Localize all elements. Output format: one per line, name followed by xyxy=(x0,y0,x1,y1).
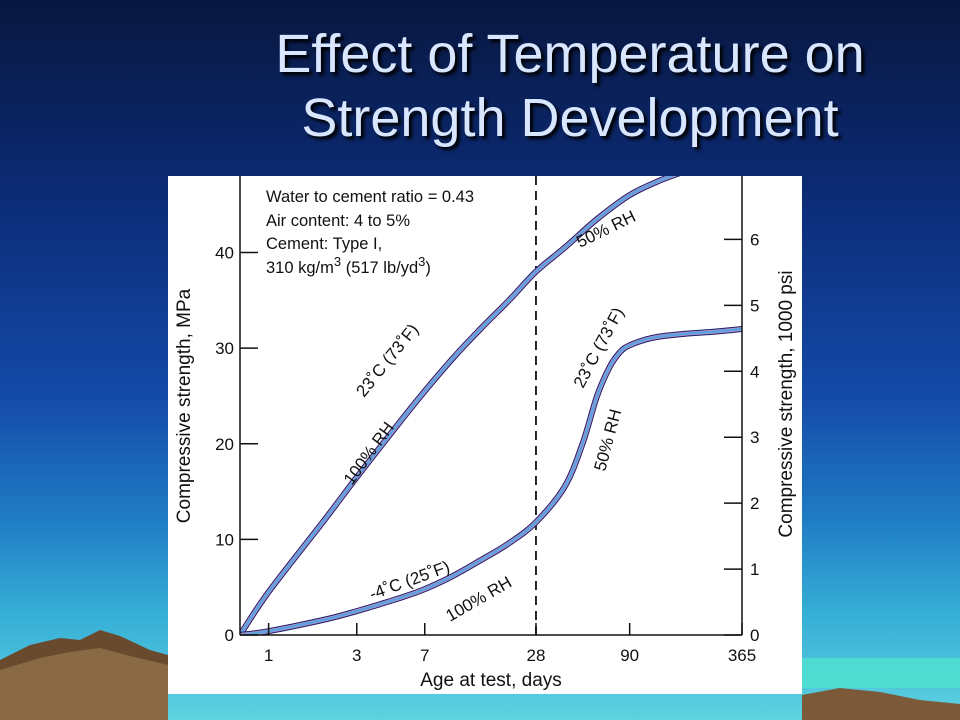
mountain-shape xyxy=(802,688,960,720)
x-tick-label: 1 xyxy=(264,646,273,665)
y-tick-label-right: 1 xyxy=(750,560,759,579)
label-lower-after-rh: 50% RH xyxy=(591,407,626,473)
y-tick-label-left: 20 xyxy=(215,435,234,454)
slide-title: Effect of Temperature on Strength Develo… xyxy=(200,22,940,150)
annotation-close: ) xyxy=(425,259,431,277)
annotation-lb: (517 lb/yd xyxy=(341,259,418,277)
slide-title-line1: Effect of Temperature on xyxy=(275,24,865,84)
axes: 0 10 20 30 40 0 1 2 3 4 5 6 1 3 7 28 90 365 xyxy=(215,176,759,665)
annotations: Water to cement ratio = 0.43 Air content… xyxy=(174,188,797,691)
landscape-decoration xyxy=(0,630,960,720)
label-lower-after-temp: 23˚C (73˚F) xyxy=(570,304,628,390)
annotation-line-1: Water to cement ratio = 0.43 xyxy=(266,188,474,206)
y-tick-label-right: 4 xyxy=(750,362,759,381)
x-tick-label: 7 xyxy=(420,646,429,665)
mountain-shape xyxy=(0,648,168,720)
label-upper-temp: 23˚C (73˚F) xyxy=(352,320,422,400)
series-line-2 xyxy=(240,327,742,635)
x-axis-label: Age at test, days xyxy=(420,670,562,691)
x-tick-label: 365 xyxy=(728,646,756,665)
annotation-kg: 310 kg/m xyxy=(266,259,334,277)
label-lower-rh: 100% RH xyxy=(443,573,516,626)
x-tick-label: 28 xyxy=(527,646,546,665)
y-tick-label-right: 5 xyxy=(750,296,759,315)
y-tick-label-right: 0 xyxy=(750,626,759,645)
y-tick-label-right: 3 xyxy=(750,428,759,447)
x-tick-label: 3 xyxy=(352,646,361,665)
y-axis-label-right: Compressive strength, 1000 psi xyxy=(776,270,797,537)
annotation-sup: 3 xyxy=(334,254,341,269)
x-tick-label: 90 xyxy=(620,646,639,665)
y-tick-label-left: 0 xyxy=(225,626,234,645)
chart-panel: 0 10 20 30 40 0 1 2 3 4 5 6 1 3 7 28 90 365 Water to ceme… xyxy=(168,176,802,694)
y-tick-label-left: 40 xyxy=(215,244,234,263)
series-group xyxy=(240,176,742,635)
y-tick-label-left: 10 xyxy=(215,530,234,549)
y-tick-label-right: 2 xyxy=(750,494,759,513)
y-tick-label-left: 30 xyxy=(215,339,234,358)
annotation-line-4: 310 kg/m3 (517 lb/yd3) xyxy=(266,254,431,277)
annotation-line-3: Cement: Type I, xyxy=(266,235,382,253)
water-shape xyxy=(802,658,960,688)
series-line-1 xyxy=(240,176,676,635)
slide-title-line2: Strength Development xyxy=(301,88,839,148)
plot-area xyxy=(240,176,742,635)
label-upper-rh: 100% RH xyxy=(340,418,398,488)
annotation-sup: 3 xyxy=(418,254,425,269)
y-axis-label-left: Compressive strength, MPa xyxy=(174,288,195,523)
annotation-line-2: Air content: 4 to 5% xyxy=(266,212,410,230)
strength-chart: 0 10 20 30 40 0 1 2 3 4 5 6 1 3 7 28 90 365 Water to ceme… xyxy=(174,176,797,691)
y-tick-label-right: 6 xyxy=(750,230,759,249)
